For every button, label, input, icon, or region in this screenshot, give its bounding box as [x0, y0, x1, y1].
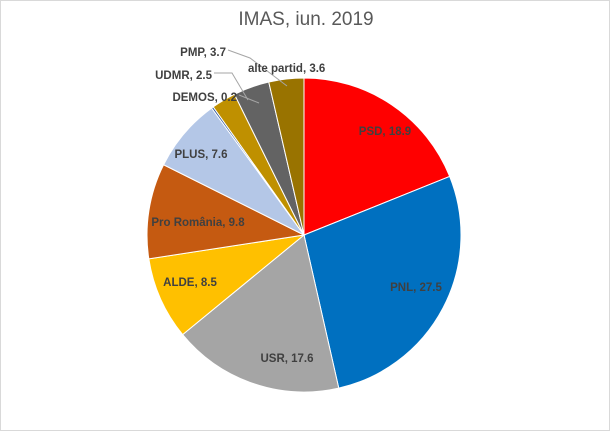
- data-label: Pro România, 9.8: [151, 217, 245, 229]
- data-label: PMP, 3.7: [180, 47, 226, 59]
- pie-slice-alte-partid: [268, 77, 305, 236]
- data-label: USR, 17.6: [260, 353, 313, 365]
- data-label: PLUS, 7.6: [174, 149, 227, 161]
- pie-slice-psd: [303, 77, 451, 236]
- chart-title: IMAS, iun. 2019: [238, 9, 374, 30]
- data-label: PNL, 27.5: [390, 282, 442, 294]
- leader-line: [227, 49, 288, 87]
- pie-slice-pnl: [303, 175, 462, 389]
- pie-slice-usr: [181, 234, 340, 393]
- pie-slice-pro-românia: [146, 164, 306, 260]
- data-label: UDMR, 2.5: [155, 70, 212, 82]
- pie-slice-alde: [148, 234, 306, 336]
- data-label: alte partid, 3.6: [248, 63, 325, 75]
- data-label: DEMOS, 0.2: [172, 92, 237, 104]
- leader-line: [214, 72, 249, 101]
- leader-line: [238, 94, 260, 104]
- data-label: ALDE, 8.5: [163, 277, 217, 289]
- data-label: PSD, 18.9: [359, 126, 411, 138]
